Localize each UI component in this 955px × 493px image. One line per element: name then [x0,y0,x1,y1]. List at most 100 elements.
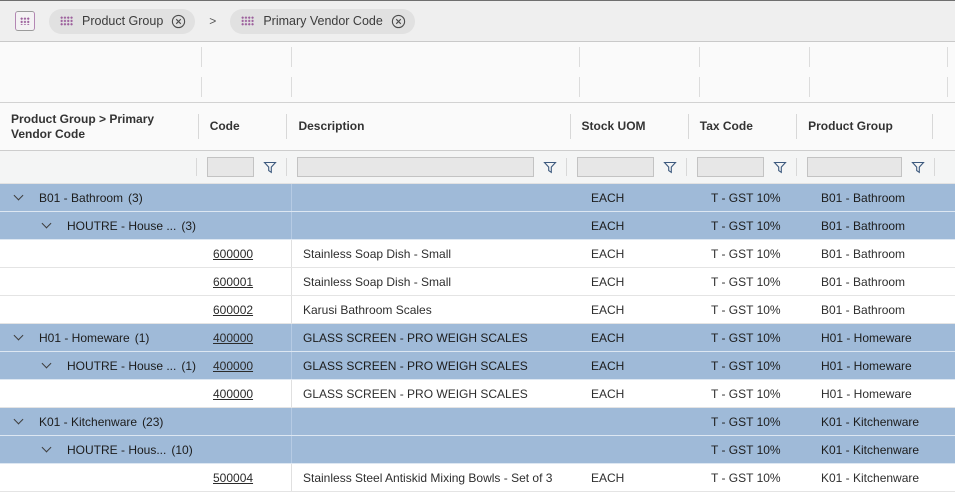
filter-input-code[interactable] [206,157,254,177]
tax-code-cell: T - GST 10% [711,414,781,429]
band-cell [948,42,955,72]
stock-uom-cell: EACH [591,302,625,317]
column-header-stock-uom[interactable]: Stock UOM [571,103,689,150]
description-cell: GLASS SCREEN - PRO WEIGH SCALES [303,386,528,401]
filter-funnel-icon[interactable] [263,161,277,174]
group-row-level1[interactable]: K01 - Kitchenware (23) T - GST 10% K01 -… [0,408,955,436]
chevron-down-icon[interactable] [41,358,52,369]
group-row-level1[interactable]: H01 - Homeware (1) 400000 GLASS SCREEN -… [0,324,955,352]
code-link[interactable]: 600001 [213,274,254,289]
chevron-down-icon[interactable] [41,218,52,229]
group-count: (1) [134,330,150,345]
tax-code-cell: T - GST 10% [711,470,781,485]
code-cell [202,436,292,463]
chevron-down-icon[interactable] [13,414,24,425]
group-row-level2[interactable]: HOUTRE - House ... (1) 400000 GLASS SCRE… [0,352,955,380]
drag-dots-icon [241,16,255,26]
chevron-down-icon[interactable] [41,442,52,453]
description-cell: Stainless Soap Dish - Small [303,246,452,261]
column-header-description[interactable]: Description [287,103,571,150]
table-row[interactable]: 600001 Stainless Soap Dish - Small EACH … [0,268,955,296]
filter-cell-code [197,151,287,183]
filter-input-product-group[interactable] [807,157,902,177]
group-count: (23) [142,414,164,429]
group-chip-primary-vendor-code[interactable]: Primary Vendor Code [230,8,415,34]
filter-input-description[interactable] [296,157,534,177]
band-cell [810,42,948,72]
column-header-product-group[interactable]: Product Group [797,103,933,150]
code-cell: 400000 [202,380,292,407]
group-separator: > [209,14,217,28]
filter-funnel-icon[interactable] [543,161,557,174]
band-cell [0,42,202,72]
filter-funnel-icon[interactable] [773,161,787,174]
auto-filter-row [0,151,955,184]
code-link[interactable]: 600000 [213,246,254,261]
group-cell: HOUTRE - House ... (1) [0,352,202,379]
stock-uom-cell: EACH [591,274,625,289]
filter-cell-group [0,151,197,183]
band-cell [700,42,810,72]
description-cell: GLASS SCREEN - PRO WEIGH SCALES [303,330,528,345]
table-row[interactable]: 600000 Stainless Soap Dish - Small EACH … [0,240,955,268]
group-label: HOUTRE - Hous... [67,442,167,457]
filter-cell-stock-uom [567,151,687,183]
description-cell: GLASS SCREEN - PRO WEIGH SCALES [303,358,528,373]
remove-group-icon[interactable] [171,14,186,29]
group-row-level2[interactable]: HOUTRE - Hous... (10) T - GST 10% K01 - … [0,436,955,464]
product-group-cell: B01 - Bathroom [821,274,906,289]
column-header-group[interactable]: Product Group > Primary Vendor Code [0,103,199,150]
group-label: HOUTRE - House ... [67,218,177,233]
code-link[interactable]: 400000 [213,358,254,373]
band-cell [580,42,700,72]
group-cell: B01 - Bathroom (3) [0,184,202,211]
filter-cell-description [287,151,568,183]
column-header-code[interactable]: Code [199,103,288,150]
stock-uom-cell: EACH [591,246,625,261]
table-row[interactable]: 500004 Stainless Steel Antiskid Mixing B… [0,464,955,492]
tax-code-cell: T - GST 10% [711,274,781,289]
group-chip-product-group[interactable]: Product Group [49,8,196,34]
table-row[interactable]: 400000 GLASS SCREEN - PRO WEIGH SCALES E… [0,380,955,408]
group-count: (1) [181,358,197,373]
code-link[interactable]: 600002 [213,302,254,317]
filter-cell-tax-code [687,151,797,183]
tax-code-cell: T - GST 10% [711,330,781,345]
description-cell: Karusi Bathroom Scales [303,302,432,317]
code-cell [202,212,292,239]
group-row-level1[interactable]: B01 - Bathroom (3) EACH T - GST 10% B01 … [0,184,955,212]
code-link[interactable]: 400000 [213,330,254,345]
product-group-cell: H01 - Homeware [821,358,912,373]
code-cell: 500004 [202,464,292,491]
product-group-cell: K01 - Kitchenware [821,442,920,457]
filter-funnel-icon[interactable] [911,161,925,174]
code-link[interactable]: 500004 [213,470,254,485]
chip-label: Product Group [82,14,164,28]
group-cell: K01 - Kitchenware (23) [0,408,202,435]
description-cell: Stainless Soap Dish - Small [303,274,452,289]
table-row[interactable]: 600002 Karusi Bathroom Scales EACH T - G… [0,296,955,324]
grid-panel-button[interactable] [15,11,35,31]
description-cell: Stainless Steel Antiskid Mixing Bowls - … [303,470,553,485]
group-indent-cell [0,240,202,267]
product-group-cell: B01 - Bathroom [821,246,906,261]
filter-input-stock-uom[interactable] [577,157,654,177]
filter-cell-spacer [935,151,955,183]
column-header-tax-code[interactable]: Tax Code [689,103,798,150]
band-cell [580,72,700,102]
remove-group-icon[interactable] [391,14,406,29]
band-header-area [0,42,955,102]
code-cell: 600002 [202,296,292,323]
group-row-level2[interactable]: HOUTRE - House ... (3) EACH T - GST 10% … [0,212,955,240]
filter-funnel-icon[interactable] [663,161,677,174]
chevron-down-icon[interactable] [13,190,24,201]
grid-rows: B01 - Bathroom (3) EACH T - GST 10% B01 … [0,184,955,492]
column-header-spacer [933,103,955,150]
filter-input-tax-code[interactable] [697,157,764,177]
code-cell: 600001 [202,268,292,295]
tax-code-cell: T - GST 10% [711,302,781,317]
product-group-cell: K01 - Kitchenware [821,414,920,429]
code-link[interactable]: 400000 [213,386,254,401]
chevron-down-icon[interactable] [13,330,24,341]
stock-uom-cell: EACH [591,190,625,205]
